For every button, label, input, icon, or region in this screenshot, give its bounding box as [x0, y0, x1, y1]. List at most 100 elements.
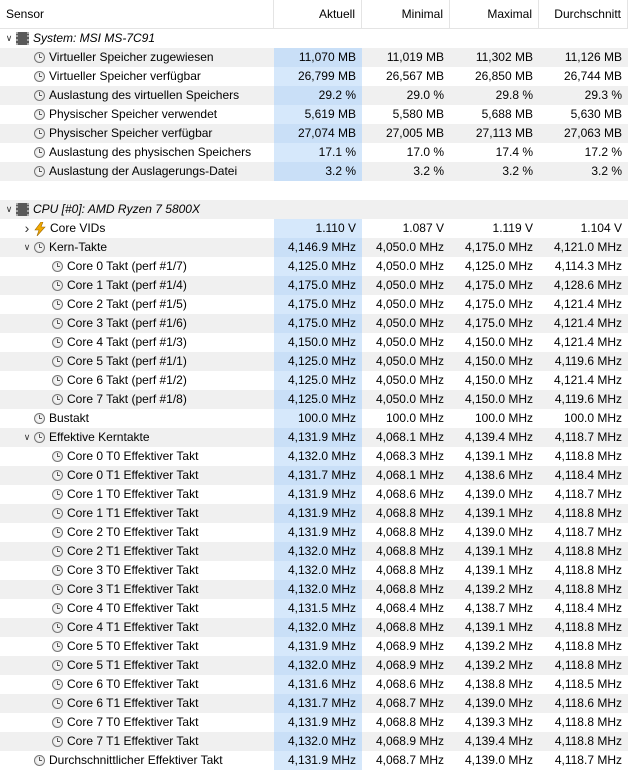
- sensor-group-row[interactable]: ∨ CPU [#0]: AMD Ryzen 7 5800X: [0, 200, 628, 219]
- sensor-row[interactable]: Core 1 Takt (perf #1/4) 4,175.0 MHz 4,050.…: [0, 276, 628, 295]
- value-maximum: [450, 29, 539, 48]
- column-header-sensor[interactable]: Sensor: [0, 0, 274, 28]
- value-minimum: 4,050.0 MHz: [375, 373, 444, 387]
- sensor-row[interactable]: Physischer Speicher verwendet 5,619 MB 5,5…: [0, 105, 628, 124]
- sensor-row[interactable]: Core 4 T1 Effektiver Takt 4,132.0 MHz 4,06…: [0, 618, 628, 637]
- value-minimum: [362, 29, 450, 48]
- sensor-name-cell: Core 7 T0 Effektiver Takt: [0, 713, 274, 732]
- value-minimum: 4,068.6 MHz: [375, 487, 444, 501]
- clock-sensor-icon: [52, 489, 63, 500]
- sensor-row[interactable]: Core 0 T0 Effektiver Takt 4,132.0 MHz 4,06…: [0, 447, 628, 466]
- tree-spacer: [20, 162, 34, 181]
- value-current: 4,131.9 MHz: [274, 504, 362, 523]
- value-average: 4,121.4 MHz: [553, 316, 622, 330]
- sensor-row[interactable]: Core 4 Takt (perf #1/3) 4,150.0 MHz 4,050.…: [0, 333, 628, 352]
- expand-chevron-icon[interactable]: ›: [24, 220, 30, 236]
- sensor-label: Effektive Kerntakte: [49, 430, 150, 444]
- value-current: 4,132.0 MHz: [274, 656, 362, 675]
- value-average: 4,118.7 MHz: [554, 430, 622, 444]
- value-current: 3.2 %: [274, 162, 362, 181]
- tree-spacer: [20, 67, 34, 86]
- sensor-row[interactable]: Auslastung des virtuellen Speichers 29.2 …: [0, 86, 628, 105]
- sensor-row[interactable]: Core 1 T0 Effektiver Takt 4,131.9 MHz 4,06…: [0, 485, 628, 504]
- sensor-row[interactable]: Core 7 T0 Effektiver Takt 4,131.9 MHz 4,06…: [0, 713, 628, 732]
- sensor-row[interactable]: Physischer Speicher verfügbar 27,074 MB 27…: [0, 124, 628, 143]
- value-maximum: 3.2 %: [502, 164, 533, 178]
- value-current: 4,175.0 MHz: [274, 295, 362, 314]
- sensor-label: Core 1 T1 Effektiver Takt: [67, 506, 199, 520]
- sensor-row[interactable]: Core 5 Takt (perf #1/1) 4,125.0 MHz 4,050.…: [0, 352, 628, 371]
- sensor-row[interactable]: Core 2 Takt (perf #1/5) 4,175.0 MHz 4,050.…: [0, 295, 628, 314]
- value-minimum: 4,068.3 MHz: [375, 449, 444, 463]
- sensor-row[interactable]: Core 3 T0 Effektiver Takt 4,132.0 MHz 4,06…: [0, 561, 628, 580]
- clock-sensor-icon: [52, 736, 63, 747]
- column-header-current[interactable]: Aktuell: [274, 0, 362, 28]
- sensor-row[interactable]: Core 4 T0 Effektiver Takt 4,131.5 MHz 4,06…: [0, 599, 628, 618]
- sensor-row[interactable]: › Core VIDs 1.110 V 1.087 V 1.119 V 1.104 V: [0, 219, 628, 238]
- collapse-chevron-icon[interactable]: ∨: [5, 204, 13, 214]
- sensor-row[interactable]: Core 3 Takt (perf #1/6) 4,175.0 MHz 4,050.…: [0, 314, 628, 333]
- sensor-row[interactable]: Bustakt 100.0 MHz 100.0 MHz 100.0 MHz 100.0 …: [0, 409, 628, 428]
- sensor-row[interactable]: Auslastung des physischen Speichers 17.1 …: [0, 143, 628, 162]
- clock-sensor-icon: [52, 546, 63, 557]
- value-minimum: 11,019 MB: [386, 50, 444, 64]
- sensor-row[interactable]: Core 0 Takt (perf #1/7) 4,125.0 MHz 4,050.…: [0, 257, 628, 276]
- sensor-row[interactable]: Core 2 T1 Effektiver Takt 4,132.0 MHz 4,06…: [0, 542, 628, 561]
- tree-spacer: [38, 694, 52, 713]
- sensor-name-cell: Core 0 Takt (perf #1/7): [0, 257, 274, 276]
- sensor-name-cell: › Core VIDs: [0, 219, 274, 238]
- sensor-row[interactable]: Core 6 Takt (perf #1/2) 4,125.0 MHz 4,050.…: [0, 371, 628, 390]
- value-maximum: 4,139.1 MHz: [464, 506, 533, 520]
- sensor-row[interactable]: Core 6 T0 Effektiver Takt 4,131.6 MHz 4,06…: [0, 675, 628, 694]
- sensor-row[interactable]: Core 1 T1 Effektiver Takt 4,131.9 MHz 4,06…: [0, 504, 628, 523]
- value-current: 4,132.0 MHz: [274, 618, 362, 637]
- sensor-row[interactable]: Core 5 T1 Effektiver Takt 4,132.0 MHz 4,06…: [0, 656, 628, 675]
- column-header-maximum[interactable]: Maximal: [450, 0, 539, 28]
- sensor-row[interactable]: Auslastung der Auslagerungs-Datei 3.2 % 3.…: [0, 162, 628, 181]
- sensor-label: Core 3 T1 Effektiver Takt: [67, 582, 199, 596]
- sensor-row[interactable]: Core 5 T0 Effektiver Takt 4,131.9 MHz 4,06…: [0, 637, 628, 656]
- clock-sensor-icon: [52, 394, 63, 405]
- clock-sensor-icon: [34, 147, 45, 158]
- value-average: 4,119.6 MHz: [554, 392, 622, 406]
- sensor-row[interactable]: Core 7 Takt (perf #1/8) 4,125.0 MHz 4,050.…: [0, 390, 628, 409]
- sensor-row[interactable]: ∨ Effektive Kerntakte 4,131.9 MHz 4,068.1 M…: [0, 428, 628, 447]
- value-current: 11,070 MB: [274, 48, 362, 67]
- collapse-chevron-icon[interactable]: ∨: [23, 432, 31, 442]
- value-maximum: 4,139.1 MHz: [464, 449, 533, 463]
- value-maximum: 4,139.4 MHz: [464, 430, 533, 444]
- clock-sensor-icon: [52, 717, 63, 728]
- sensor-label: Core 2 Takt (perf #1/5): [67, 297, 187, 311]
- sensor-label: Core 7 T0 Effektiver Takt: [67, 715, 199, 729]
- value-maximum: 4,139.3 MHz: [464, 715, 533, 729]
- sensor-row[interactable]: Core 2 T0 Effektiver Takt 4,131.9 MHz 4,06…: [0, 523, 628, 542]
- sensor-row[interactable]: Core 0 T1 Effektiver Takt 4,131.7 MHz 4,06…: [0, 466, 628, 485]
- sensor-row[interactable]: Durchschnittlicher Effektiver Takt 4,131.…: [0, 751, 628, 770]
- value-current: 4,131.9 MHz: [274, 751, 362, 770]
- sensor-row[interactable]: ∨ Kern-Takte 4,146.9 MHz 4,050.0 MHz 4,175.0…: [0, 238, 628, 257]
- clock-sensor-icon: [52, 622, 63, 633]
- collapse-chevron-icon[interactable]: ∨: [23, 242, 31, 252]
- column-header-row: Sensor Aktuell Minimal Maximal Durchschn…: [0, 0, 628, 29]
- value-minimum: 4,068.6 MHz: [375, 677, 444, 691]
- clock-sensor-icon: [34, 71, 45, 82]
- sensor-name-cell: [0, 181, 274, 200]
- value-minimum: 4,068.8 MHz: [375, 582, 444, 596]
- sensor-group-row[interactable]: ∨ System: MSI MS-7C91: [0, 29, 628, 48]
- value-average: 4,118.8 MHz: [554, 620, 622, 634]
- sensor-row[interactable]: Core 7 T1 Effektiver Takt 4,132.0 MHz 4,06…: [0, 732, 628, 751]
- value-maximum: 17.4 %: [495, 145, 533, 159]
- sensor-row[interactable]: Virtueller Speicher verfügbar 26,799 MB 26…: [0, 67, 628, 86]
- value-maximum: 4,175.0 MHz: [464, 297, 533, 311]
- sensor-row[interactable]: Core 3 T1 Effektiver Takt 4,132.0 MHz 4,06…: [0, 580, 628, 599]
- column-header-minimum[interactable]: Minimal: [362, 0, 450, 28]
- sensor-row[interactable]: Core 6 T1 Effektiver Takt 4,131.7 MHz 4,06…: [0, 694, 628, 713]
- clock-sensor-icon: [52, 603, 63, 614]
- sensor-name-cell: Core 1 T0 Effektiver Takt: [0, 485, 274, 504]
- sensor-row[interactable]: Virtueller Speicher zugewiesen 11,070 MB 1…: [0, 48, 628, 67]
- value-minimum: 4,050.0 MHz: [375, 316, 444, 330]
- value-maximum: 4,139.2 MHz: [464, 658, 533, 672]
- collapse-chevron-icon[interactable]: ∨: [5, 33, 13, 43]
- value-maximum: 4,138.6 MHz: [464, 468, 533, 482]
- column-header-average[interactable]: Durchschnitt: [539, 0, 628, 28]
